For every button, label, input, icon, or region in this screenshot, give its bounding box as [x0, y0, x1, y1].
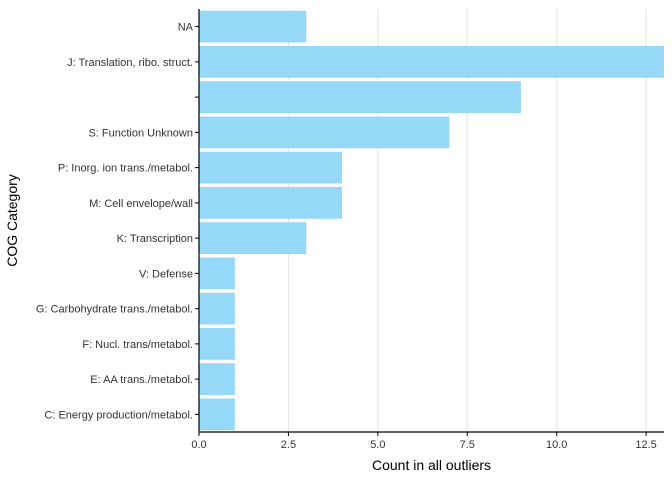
x-tick-label: 0.0 — [191, 439, 206, 451]
bar — [199, 257, 235, 290]
y-tick-label: E: AA trans./metabol. — [90, 374, 193, 386]
grid-lines — [287, 9, 647, 432]
y-tick-label: C: Energy production/metabol. — [44, 409, 193, 421]
x-tick-label: 2.5 — [281, 439, 296, 451]
x-tick-label: 12.5 — [635, 439, 656, 451]
x-tick-label: 10.0 — [546, 439, 567, 451]
y-axis-title: COG Category — [4, 174, 20, 267]
bar — [199, 10, 307, 43]
x-tick-label: 5.0 — [370, 439, 385, 451]
x-axis-title: Count in all outliers — [372, 457, 491, 473]
y-tick-label: G: Carbohydrate trans./metabol. — [36, 304, 193, 316]
y-tick-label: J: Translation, ribo. struct. — [67, 57, 193, 69]
y-tick-label: F: Nucl. trans/metabol. — [82, 339, 193, 351]
y-tick-label: K: Transcription — [117, 233, 193, 245]
bar — [199, 187, 343, 219]
x-axis-ticks: 0.0 2.5 5.0 7.5 10.0 12.5 — [191, 432, 657, 451]
bar — [199, 222, 307, 254]
bar — [199, 116, 450, 149]
bar — [199, 328, 235, 360]
bar — [199, 292, 235, 325]
y-tick-label: V: Defense — [139, 268, 193, 280]
bar — [199, 363, 235, 395]
bars — [199, 10, 664, 431]
bar — [199, 81, 521, 113]
x-tick-label: 7.5 — [460, 439, 475, 451]
bar — [199, 398, 235, 431]
y-tick-label: NA — [178, 22, 194, 34]
y-tick-label: M: Cell envelope/wall — [89, 198, 193, 210]
bar — [199, 46, 664, 78]
y-tick-label: P: Inorg. ion trans./metabol. — [58, 163, 193, 175]
bar — [199, 151, 343, 184]
y-tick-label: S: Function Unknown — [88, 127, 193, 139]
y-axis-ticks: NA J: Translation, ribo. struct. S: Functi… — [36, 22, 199, 421]
